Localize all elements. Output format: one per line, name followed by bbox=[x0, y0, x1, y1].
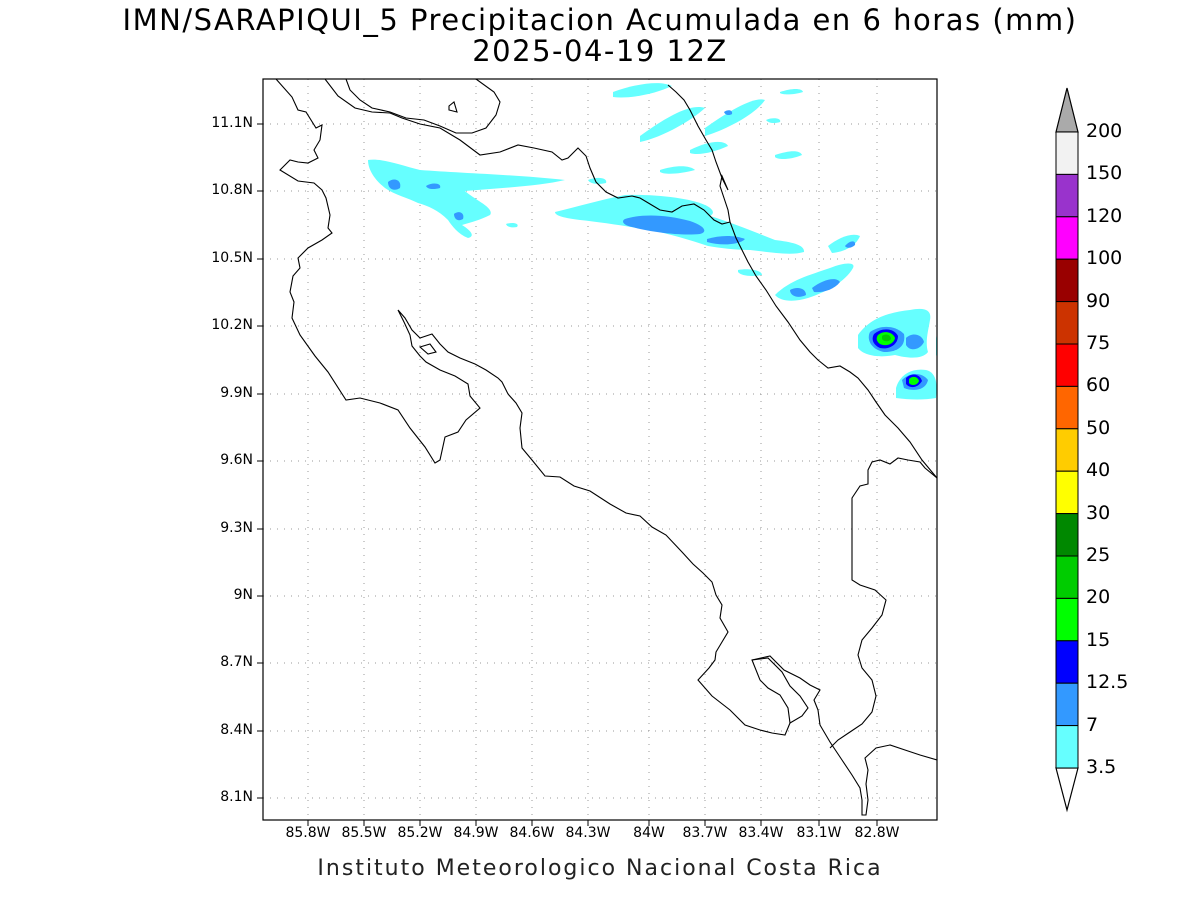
colorbar-segment bbox=[1055, 343, 1079, 387]
x-tick-label: 84.9W bbox=[453, 825, 499, 841]
colorbar-segment bbox=[1055, 216, 1079, 260]
y-tick-label: 8.1N bbox=[220, 789, 253, 805]
colorbar-segment bbox=[1055, 725, 1079, 769]
map-title: IMN/SARAPIQUI_5 Precipitacion Acumulada … bbox=[122, 3, 1078, 37]
colorbar-segment bbox=[1055, 258, 1079, 303]
colorbar-level-label: 12.5 bbox=[1086, 671, 1129, 694]
x-tick-label: 83.7W bbox=[682, 825, 728, 841]
y-tick-label: 9.6N bbox=[220, 452, 253, 468]
colorbar-segment bbox=[1055, 428, 1079, 472]
colorbar-segment bbox=[1055, 597, 1079, 642]
colorbar-level-label: 150 bbox=[1086, 162, 1123, 185]
precip-area-3-5mm bbox=[368, 83, 937, 400]
colorbar-level-label: 15 bbox=[1086, 628, 1111, 651]
colorbar-segment bbox=[1055, 385, 1079, 430]
colorbar-under-arrow bbox=[1055, 767, 1079, 813]
coastline bbox=[275, 79, 937, 816]
x-tick-label: 85.8W bbox=[285, 825, 331, 841]
colorbar-level-label: 75 bbox=[1086, 332, 1111, 354]
y-tick-label: 10.8N bbox=[211, 182, 253, 198]
x-tick-label: 84.6W bbox=[509, 825, 555, 841]
y-tick-label: 8.4N bbox=[220, 722, 253, 738]
colorbar-segment bbox=[1055, 301, 1079, 345]
plot-frame bbox=[262, 78, 938, 821]
x-tick-label: 83.4W bbox=[738, 825, 784, 841]
y-tick-label: 10.2N bbox=[211, 317, 253, 333]
grid-lines bbox=[263, 79, 937, 820]
colorbar-segment bbox=[1055, 131, 1079, 175]
x-tick-label: 85.2W bbox=[397, 825, 443, 841]
colorbar-level-label: 25 bbox=[1086, 544, 1111, 566]
y-tick-label: 11.1N bbox=[211, 115, 253, 131]
y-tick-label: 8.7N bbox=[220, 654, 253, 670]
colorbar-level-label: 50 bbox=[1086, 416, 1111, 439]
colorbar-level-label: 3.5 bbox=[1086, 756, 1117, 778]
colorbar-level-label: 20 bbox=[1086, 586, 1111, 609]
x-tick-label: 85.5W bbox=[341, 825, 387, 841]
tick-marks bbox=[257, 123, 878, 826]
colorbar-segment bbox=[1055, 682, 1079, 727]
precip-area-20mm bbox=[882, 334, 891, 342]
x-tick-label: 82.8W bbox=[854, 825, 900, 841]
colorbar-level-label: 40 bbox=[1086, 459, 1111, 482]
y-tick-label: 9.3N bbox=[220, 520, 253, 536]
x-tick-label: 84W bbox=[633, 825, 665, 841]
y-tick-label: 10.5N bbox=[211, 250, 253, 266]
colorbar-level-label: 120 bbox=[1086, 204, 1123, 227]
colorbar-over-arrow bbox=[1055, 87, 1079, 133]
y-tick-label: 9.9N bbox=[220, 385, 253, 401]
precipitation-layer bbox=[368, 83, 937, 400]
colorbar-segment bbox=[1055, 513, 1079, 557]
x-tick-label: 83.1W bbox=[796, 825, 842, 841]
precip-area-7mm bbox=[388, 110, 928, 390]
footer-credit: Instituto Meteorologico Nacional Costa R… bbox=[317, 856, 883, 881]
x-tick-label: 84.3W bbox=[565, 825, 611, 841]
colorbar-segment bbox=[1055, 640, 1079, 684]
colorbar-segment bbox=[1055, 173, 1079, 218]
colorbar-level-label: 200 bbox=[1086, 120, 1123, 142]
colorbar-segment bbox=[1055, 470, 1079, 515]
colorbar-level-label: 7 bbox=[1086, 713, 1099, 736]
y-tick-label: 9N bbox=[233, 587, 253, 603]
colorbar-level-label: 90 bbox=[1086, 289, 1111, 312]
colorbar-level-label: 30 bbox=[1086, 501, 1111, 524]
map-subtitle: 2025-04-19 12Z bbox=[472, 34, 728, 68]
colorbar-level-label: 100 bbox=[1086, 247, 1123, 270]
colorbar-level-label: 60 bbox=[1086, 374, 1111, 397]
colorbar-segment bbox=[1055, 555, 1079, 599]
colorbar bbox=[1055, 87, 1079, 813]
